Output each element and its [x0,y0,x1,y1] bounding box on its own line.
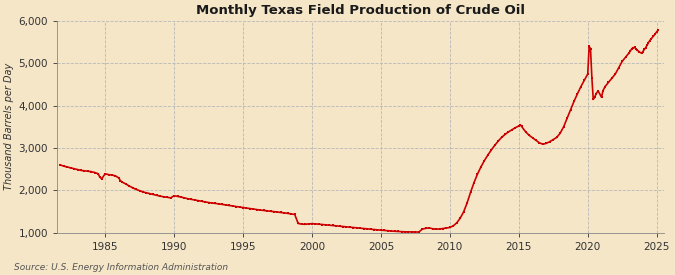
Y-axis label: Thousand Barrels per Day: Thousand Barrels per Day [4,63,14,191]
Title: Monthly Texas Field Production of Crude Oil: Monthly Texas Field Production of Crude … [196,4,524,17]
Text: Source: U.S. Energy Information Administration: Source: U.S. Energy Information Administ… [14,263,227,272]
